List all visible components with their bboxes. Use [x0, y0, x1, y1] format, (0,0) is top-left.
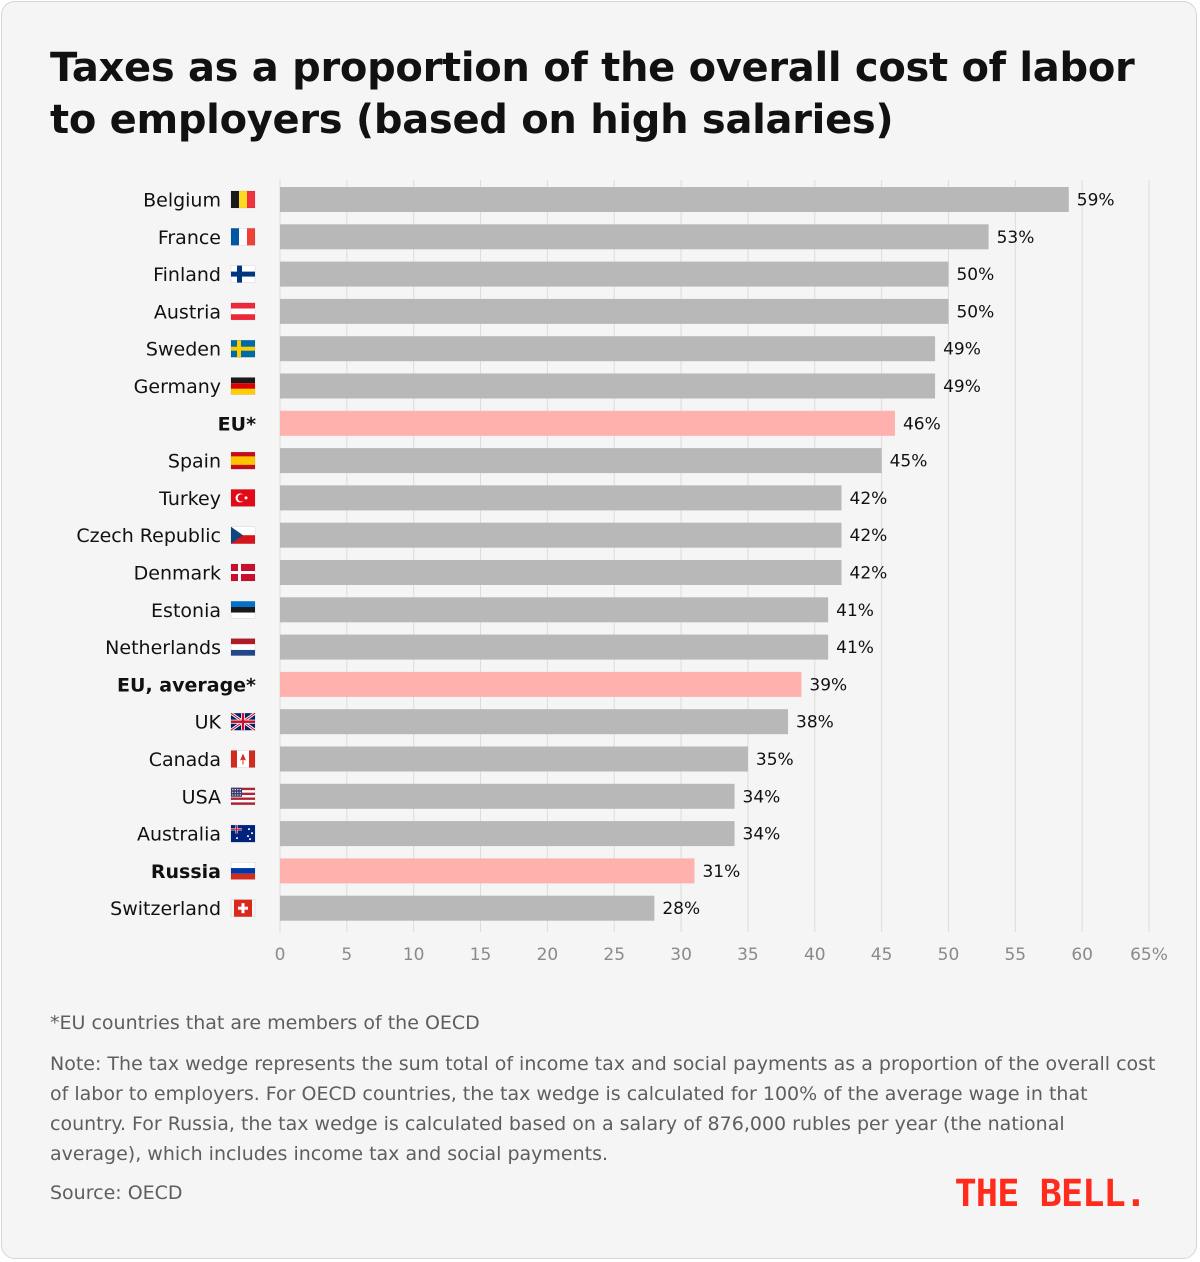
- footnote: *EU countries that are members of the OE…: [50, 1012, 480, 1034]
- bar-estonia: [280, 597, 829, 623]
- bar-belgium: [280, 187, 1069, 212]
- category-label: Turkey: [158, 488, 221, 510]
- flag-fi-icon: [230, 265, 256, 283]
- bar-canada: [280, 746, 748, 772]
- flag-ch-icon: [230, 899, 256, 918]
- flag-tr-icon: [230, 489, 256, 507]
- bar-eu: [280, 410, 895, 436]
- x-tick-label: 5: [341, 945, 352, 965]
- value-label: 39%: [809, 675, 847, 695]
- bar-chart: 0 5 10 15 20 25 30 35 40 45 50 55 60 65% 59% Belgium 53%…: [76, 180, 1168, 965]
- category-label: Denmark: [134, 563, 221, 585]
- methodology-note: Note: The tax wedge represents the sum t…: [50, 1053, 1156, 1165]
- x-tick-label: 45: [871, 945, 893, 965]
- category-label: Belgium: [143, 190, 221, 212]
- value-label: 35%: [756, 750, 794, 770]
- value-label: 34%: [743, 825, 781, 845]
- x-tick-label: 60: [1071, 945, 1093, 965]
- category-label: USA: [182, 786, 221, 808]
- category-label: Czech Republic: [76, 525, 221, 547]
- chart-title: Taxes as a proportion of the overall cos…: [50, 45, 1135, 143]
- category-label: Germany: [134, 376, 221, 398]
- the-bell-logo: THE BELL.: [954, 1172, 1147, 1215]
- value-label: 50%: [956, 302, 994, 322]
- value-label: 45%: [890, 452, 928, 472]
- bar-czech-republic: [280, 522, 842, 548]
- x-tick-label: 25: [603, 945, 625, 965]
- value-label: 59%: [1077, 191, 1115, 211]
- source-text: Source: OECD: [50, 1182, 183, 1204]
- bar-russia: [280, 858, 695, 884]
- bar-usa: [280, 783, 735, 809]
- flag-at-icon: [230, 302, 256, 321]
- flag-ee-icon: [230, 600, 256, 619]
- flag-es-icon: [230, 451, 256, 470]
- bar-austria: [280, 298, 949, 324]
- flag-cz-icon: [230, 526, 256, 545]
- flag-be-icon: [230, 190, 256, 209]
- category-label: EU*: [218, 413, 256, 435]
- value-label: 31%: [702, 862, 740, 882]
- category-label: Sweden: [146, 339, 221, 361]
- value-label: 49%: [943, 377, 981, 397]
- flag-us-icon: [230, 787, 256, 806]
- value-label: 41%: [836, 601, 874, 621]
- category-label: Spain: [168, 451, 221, 473]
- bar-turkey: [280, 485, 842, 511]
- category-label: Finland: [153, 264, 221, 286]
- category-label: UK: [195, 712, 222, 734]
- flag-ca-icon: [230, 750, 256, 768]
- x-tick-label: 50: [938, 945, 960, 965]
- bar-australia: [280, 821, 735, 847]
- x-tick-label: 20: [537, 945, 559, 965]
- bar-switzerland: [280, 895, 655, 921]
- value-label: 53%: [997, 228, 1035, 248]
- flag-nl-icon: [230, 638, 256, 656]
- x-tick-label: 0: [275, 945, 286, 965]
- x-tick-label: 35: [737, 945, 759, 965]
- category-label: Canada: [149, 749, 221, 771]
- value-label: 50%: [956, 265, 994, 285]
- value-label: 41%: [836, 638, 874, 658]
- bar-finland: [280, 261, 949, 287]
- value-label: 38%: [796, 713, 834, 733]
- x-tick-label: 55: [1004, 945, 1026, 965]
- value-label: 42%: [850, 489, 888, 509]
- category-label: Switzerland: [110, 898, 221, 920]
- flag-gb-icon: [230, 711, 256, 732]
- bar-germany: [280, 373, 936, 399]
- flag-dk-icon: [230, 563, 256, 582]
- category-label: Russia: [151, 861, 221, 883]
- bar-sweden: [280, 336, 936, 362]
- category-label: Estonia: [151, 600, 221, 622]
- flag-se-icon: [230, 339, 256, 358]
- category-label: Netherlands: [105, 637, 221, 659]
- bar-denmark: [280, 560, 842, 585]
- bar-france: [280, 224, 989, 250]
- x-tick-label: 30: [670, 945, 692, 965]
- x-tick-label: 15: [470, 945, 492, 965]
- value-label: 49%: [943, 340, 981, 360]
- x-tick-label: 40: [804, 945, 826, 965]
- flag-fr-icon: [230, 228, 256, 246]
- bar-uk: [280, 709, 789, 735]
- flag-de-icon: [230, 377, 256, 395]
- value-label: 46%: [903, 414, 941, 434]
- category-label: France: [158, 227, 221, 249]
- flag-au-icon: [230, 824, 256, 843]
- flag-ru-icon: [230, 862, 256, 880]
- bar-netherlands: [280, 634, 829, 660]
- category-label: Austria: [154, 301, 221, 323]
- x-tick-label: 65%: [1130, 945, 1168, 965]
- x-tick-label: 10: [403, 945, 425, 965]
- value-label: 42%: [850, 526, 888, 546]
- value-label: 42%: [850, 564, 888, 584]
- value-label: 28%: [662, 899, 700, 919]
- category-label: Australia: [137, 824, 221, 846]
- category-label: EU, average*: [117, 674, 256, 696]
- bar-spain: [280, 448, 882, 474]
- bar-eu-average: [280, 671, 802, 697]
- value-label: 34%: [743, 787, 781, 807]
